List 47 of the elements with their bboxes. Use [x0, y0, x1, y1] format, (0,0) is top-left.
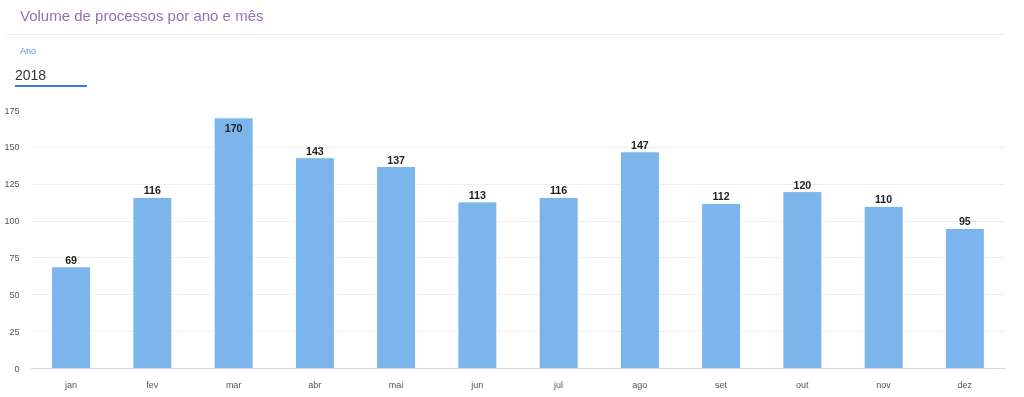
x-tick-label: jun: [470, 379, 484, 390]
x-tick-label: out: [796, 379, 810, 390]
x-tick-label: mai: [388, 379, 404, 390]
y-tick-label: 75: [9, 252, 20, 263]
bar: [863, 205, 904, 369]
x-tick-label: jul: [553, 379, 564, 390]
y-tick-label: 150: [4, 142, 20, 153]
x-tick-label: fev: [146, 379, 159, 390]
x-tick-label: ago: [632, 379, 648, 390]
data-label: 95: [958, 215, 971, 228]
bar: [213, 117, 254, 369]
x-tick-label: nov: [876, 379, 892, 390]
data-label: 137: [387, 153, 406, 166]
bar: [457, 201, 498, 369]
data-label: 120: [793, 178, 812, 191]
x-tick-label: dez: [957, 379, 973, 390]
bar: [944, 227, 985, 369]
x-tick-label: jan: [64, 379, 78, 390]
data-label: 116: [143, 184, 162, 197]
data-label: 116: [550, 184, 568, 197]
data-label: 113: [468, 188, 487, 201]
chart-title: Volume de processos por ano e mês: [20, 6, 264, 26]
text: 2018: [15, 66, 47, 85]
y-tick-label: 0: [14, 363, 20, 374]
x-tick-label: abr: [308, 379, 322, 390]
bar: [132, 196, 173, 369]
text: Ano: [20, 45, 37, 58]
y-tick-label: 50: [9, 289, 20, 300]
bar: [619, 151, 660, 369]
y-tick-label: 100: [4, 216, 20, 227]
x-tick-label: set: [715, 379, 728, 390]
data-label: 143: [305, 144, 324, 157]
data-label: 147: [630, 138, 649, 151]
data-label: 69: [65, 253, 78, 266]
data-label: 112: [712, 190, 730, 203]
bar: [51, 266, 92, 369]
bar: [782, 191, 823, 369]
bar: [701, 202, 742, 369]
data-label: 170: [224, 121, 243, 134]
x-tick-label: mar: [225, 379, 242, 390]
y-tick-label: 25: [9, 326, 20, 337]
bar: [376, 166, 417, 369]
y-tick-label: 125: [4, 179, 20, 190]
bar: [538, 196, 579, 369]
y-tick-label: 175: [4, 105, 20, 116]
data-label: 110: [875, 193, 893, 206]
bar: [294, 157, 335, 369]
